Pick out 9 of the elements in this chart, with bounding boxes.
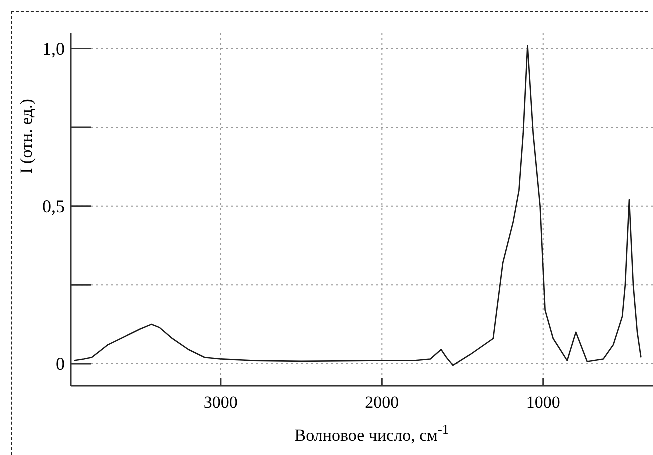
y-axis-title: I (отн. ед.) bbox=[17, 99, 36, 174]
x-tick-label: 1000 bbox=[526, 393, 560, 412]
x-tick-label: 3000 bbox=[204, 393, 238, 412]
x-axis-title: Волновое число, см$^{-1}$ bbox=[294, 422, 450, 445]
x-tick-label: 2000 bbox=[365, 393, 400, 412]
y-tick-label: 0 bbox=[56, 354, 65, 374]
y-tick-label: 0,5 bbox=[42, 196, 65, 217]
y-tick-label: 1,0 bbox=[42, 39, 65, 60]
line-series bbox=[74, 44, 642, 366]
